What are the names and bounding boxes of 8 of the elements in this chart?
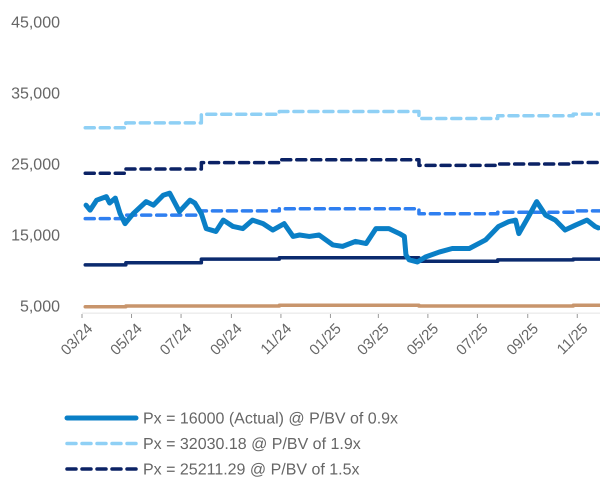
y-tick-label: 5,000 bbox=[20, 298, 60, 316]
legend-label: Px = 32030.18 @ P/BV of 1.9x bbox=[143, 436, 361, 454]
legend-label: Px = 25211.29 @ P/BV of 1.5x bbox=[143, 462, 360, 477]
y-tick-label: 35,000 bbox=[11, 86, 60, 103]
y-tick-label: 25,000 bbox=[11, 156, 60, 174]
y-tick-label: 15,000 bbox=[11, 228, 60, 245]
y-tick-label: 45,000 bbox=[11, 14, 60, 32]
legend-label: Px = 16000 (Actual) @ P/BV of 0.9x bbox=[143, 410, 398, 428]
